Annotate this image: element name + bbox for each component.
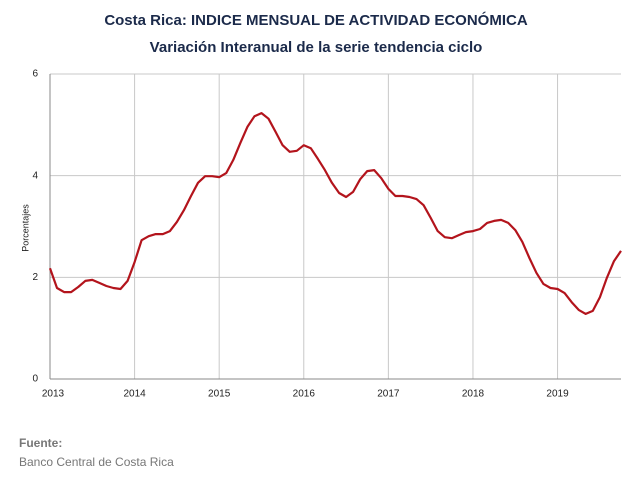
chart-subtitle: Variación Interanual de la serie tendenc… xyxy=(150,39,483,56)
data-line xyxy=(48,112,622,315)
y-axis-label: Porcentajes xyxy=(20,204,30,252)
y-tick-label: 2 xyxy=(32,272,38,283)
x-tick-label: 2019 xyxy=(546,389,569,400)
chart-title: Costa Rica: INDICE MENSUAL DE ACTIVIDAD … xyxy=(104,11,528,29)
x-tick-label: 2018 xyxy=(462,389,485,400)
x-tick-label: 2013 xyxy=(42,389,65,400)
source: Banco Central de Costa Rica xyxy=(19,455,174,469)
x-tick-label: 2015 xyxy=(208,389,231,400)
y-tick-label: 0 xyxy=(32,374,38,385)
source-label: Fuente: xyxy=(19,436,62,450)
y-tick-label: 4 xyxy=(32,170,38,181)
x-tick-label: 2017 xyxy=(377,389,400,400)
x-tick-label: 2016 xyxy=(293,389,316,400)
x-tick-label: 2014 xyxy=(123,389,146,400)
y-tick-label: 6 xyxy=(32,69,38,80)
